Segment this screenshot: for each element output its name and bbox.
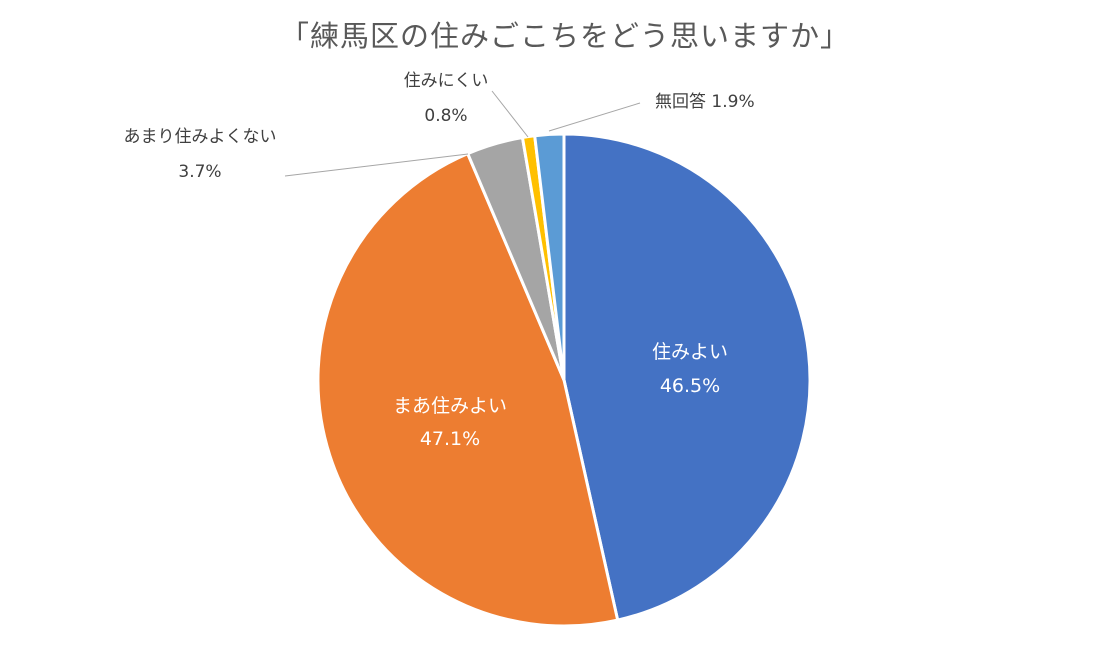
- pie-slices: [316, 132, 812, 628]
- slice-label: 無回答 1.9%: [655, 92, 755, 112]
- leader-lines: [284, 90, 641, 177]
- chart-title: 「練馬区の住みごこちをどう思いますか」: [280, 19, 850, 53]
- leader-line: [284, 153, 469, 177]
- pie-slice: [533, 132, 566, 382]
- slice-value-label: 3.7%: [178, 162, 221, 182]
- leader-line: [491, 90, 529, 138]
- slice-value-label: 47.1%: [420, 428, 480, 450]
- slice-value-label: 0.8%: [424, 106, 467, 126]
- slice-label: まあ住みよい: [393, 395, 507, 417]
- slice-label: あまり住みよくない: [124, 127, 277, 147]
- pie-slice: [316, 152, 620, 628]
- pie-slice: [562, 132, 812, 622]
- slice-label: 住みにくい: [404, 71, 489, 91]
- slice-value-label: 46.5%: [660, 375, 720, 397]
- data-labels: 住みよい 46.5% まあ住みよい 47.1% あまり住みよくない 3.7% 住みにくい 0.…: [124, 71, 755, 450]
- leader-line: [548, 102, 641, 132]
- slice-label: 住みよい: [652, 341, 728, 363]
